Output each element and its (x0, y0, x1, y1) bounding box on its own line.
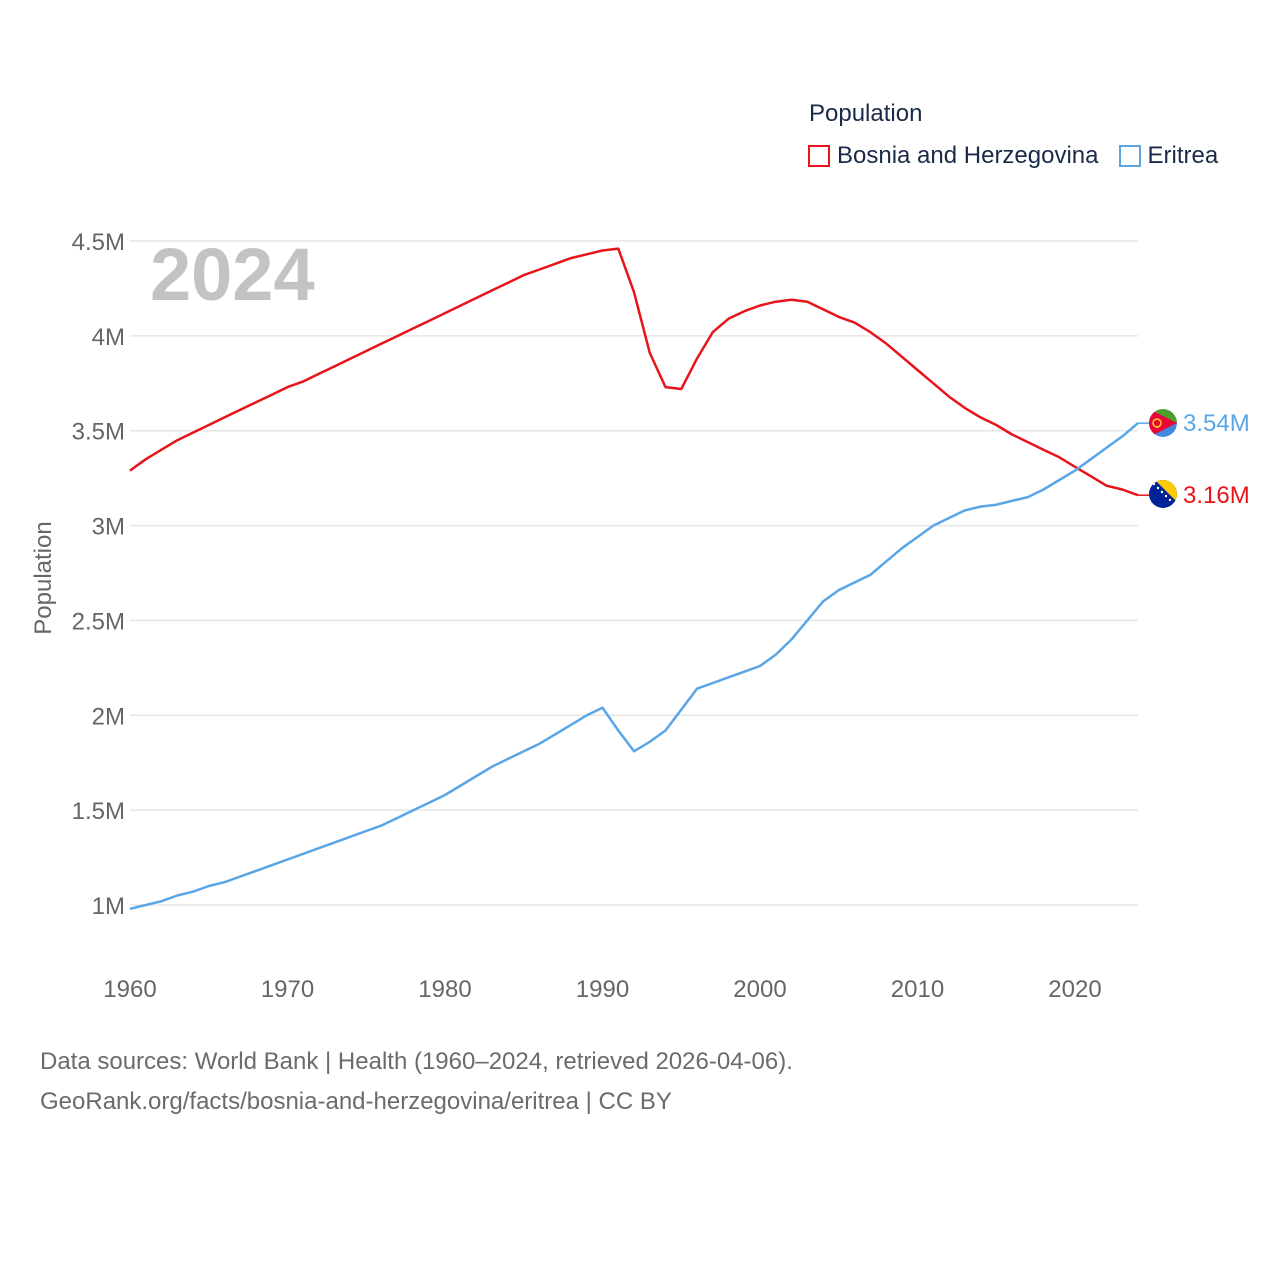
eritrea-flag-icon (1149, 409, 1177, 437)
y-axis-title: Population (30, 521, 57, 634)
bosnia-flag-icon (1149, 480, 1177, 508)
legend-label-bosnia: Bosnia and Herzegovina (837, 142, 1099, 169)
footer-link[interactable]: GeoRank.org/facts/bosnia-and-herzegovina… (40, 1088, 672, 1115)
y-tick-label: 1.5M (72, 798, 125, 825)
year-label: 2024 (150, 233, 315, 316)
footer-sources: Data sources: World Bank | Health (1960–… (40, 1048, 793, 1075)
y-tick-label: 2.5M (72, 608, 125, 635)
legend-swatch-bosnia (808, 145, 830, 167)
x-tick-label: 1990 (576, 976, 629, 1003)
y-tick-label: 4.5M (72, 229, 125, 256)
y-tick-label: 4M (92, 324, 125, 351)
legend-item-bosnia[interactable]: Bosnia and Herzegovina (808, 142, 1099, 170)
y-tick-label: 2M (92, 703, 125, 730)
y-tick-label: 3M (92, 514, 125, 541)
legend-label-eritrea: Eritrea (1147, 142, 1219, 169)
legend: Bosnia and Herzegovina Eritrea (808, 142, 1238, 170)
footer: Data sources: World Bank | Health (1960–… (40, 1042, 793, 1122)
x-tick-label: 1980 (418, 976, 471, 1003)
x-tick-label: 1960 (103, 976, 156, 1003)
series-line-eritrea[interactable] (129, 422, 1139, 911)
x-tick-label: 1970 (261, 976, 314, 1003)
legend-title: Population (809, 100, 923, 127)
end-value-label-eritrea: 3.54M (1183, 410, 1250, 437)
legend-item-eritrea[interactable]: Eritrea (1118, 142, 1219, 170)
y-tick-label: 3.5M (72, 419, 125, 446)
series-line-bosnia[interactable] (129, 247, 1139, 497)
x-tick-label: 2000 (733, 976, 786, 1003)
x-tick-label: 2020 (1048, 976, 1101, 1003)
end-value-label-bosnia: 3.16M (1183, 482, 1250, 509)
y-tick-label: 1M (92, 893, 125, 920)
legend-swatch-eritrea (1118, 145, 1141, 167)
x-tick-label: 2010 (891, 976, 944, 1003)
